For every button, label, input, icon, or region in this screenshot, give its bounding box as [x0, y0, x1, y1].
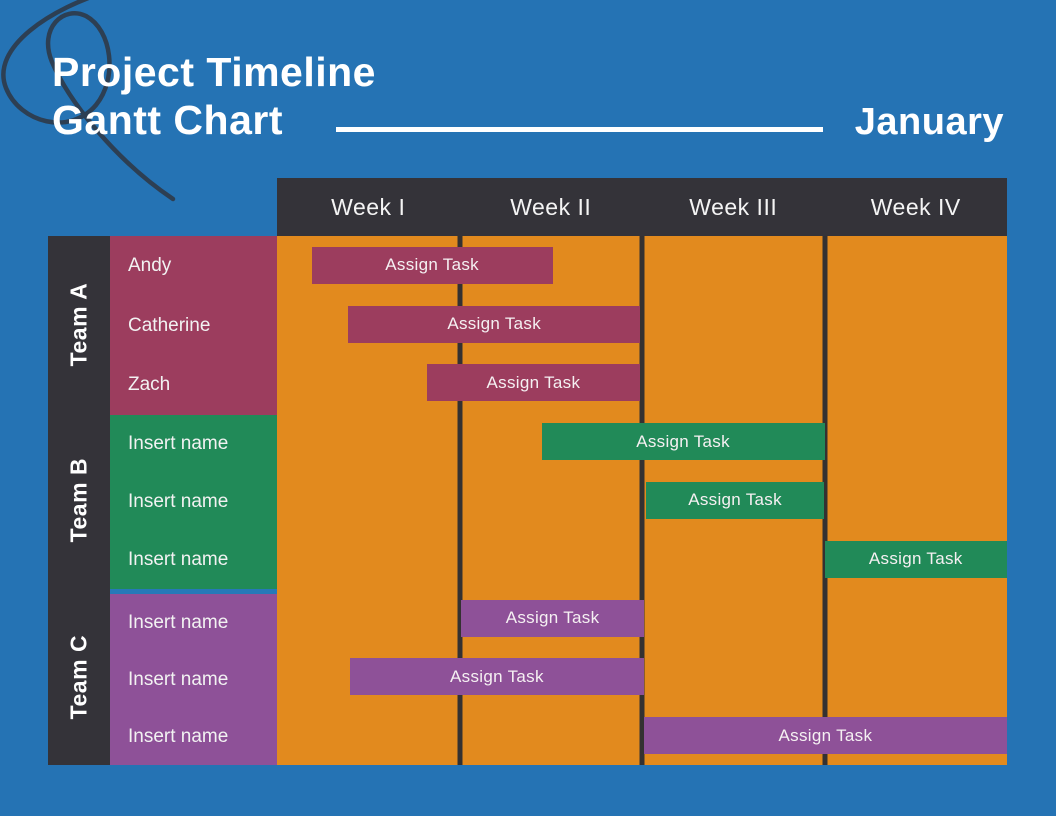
week-separator-line: [822, 236, 827, 765]
member-name[interactable]: Insert name: [128, 549, 229, 570]
week-column-header-3: Week III: [689, 193, 778, 220]
team-label-team-b: Team B: [65, 458, 92, 543]
task-bar[interactable]: Assign Task: [311, 246, 553, 284]
week-separator-line: [457, 236, 462, 765]
team-divider-strip: [110, 589, 277, 594]
title-divider-line: [336, 127, 823, 132]
title-line-2: Gantt Chart: [52, 97, 283, 143]
member-name[interactable]: Insert name: [128, 668, 229, 690]
page-title: Project Timeline Gantt Chart: [52, 48, 376, 144]
task-bar[interactable]: Assign Task: [541, 423, 825, 461]
member-name[interactable]: Insert name: [128, 491, 229, 512]
week-separator-line: [639, 236, 645, 765]
member-name[interactable]: Insert name: [128, 725, 229, 747]
task-bar[interactable]: Assign Task: [643, 717, 1007, 755]
week-column-header-1: Week I: [331, 193, 406, 220]
week-column-header-4: Week IV: [870, 193, 961, 220]
member-block-team-b: Insert name Insert name Insert name: [110, 415, 277, 589]
member-name[interactable]: Zach: [128, 374, 171, 396]
task-bar[interactable]: Assign Task: [461, 599, 644, 637]
gantt-row: Assign Task: [277, 589, 1007, 648]
team-sidebar: Team A Team B Team C: [48, 236, 110, 765]
gantt-row: Assign Task: [277, 706, 1007, 765]
member-name[interactable]: Insert name: [128, 433, 229, 454]
task-bar[interactable]: Assign Task: [824, 540, 1007, 578]
title-line-1: Project Timeline: [52, 49, 376, 95]
member-block-team-a: Andy Catherine Zach: [110, 236, 277, 415]
task-bar[interactable]: Assign Task: [348, 305, 641, 343]
gantt-chart-area: Assign Task Assign Task Assign Task Assign …: [277, 236, 1007, 765]
task-bar[interactable]: Assign Task: [426, 364, 641, 402]
member-name-column: Andy Catherine Zach Insert name Insert name I…: [110, 236, 277, 765]
gantt-row: Assign Task: [277, 354, 1007, 413]
week-column-header-2: Week II: [510, 193, 592, 220]
week-header-row: Week I Week II Week III Week IV: [277, 178, 1007, 236]
gantt-row: Assign Task: [277, 236, 1007, 295]
member-name[interactable]: Insert name: [128, 611, 229, 633]
gantt-row: Assign Task: [277, 471, 1007, 530]
task-bar[interactable]: Assign Task: [645, 481, 825, 519]
gantt-row: Assign Task: [277, 412, 1007, 471]
team-label-team-a: Team A: [65, 282, 92, 366]
period-label: January: [854, 101, 1004, 143]
member-block-team-c: Insert name Insert name Insert name: [110, 594, 277, 765]
gantt-row: Assign Task: [277, 647, 1007, 706]
member-name[interactable]: Andy: [128, 254, 172, 276]
gantt-row: Assign Task: [277, 530, 1007, 589]
task-bar[interactable]: Assign Task: [350, 658, 644, 696]
gantt-row: Assign Task: [277, 295, 1007, 354]
member-name[interactable]: Catherine: [128, 314, 211, 336]
team-label-team-c: Team C: [65, 634, 92, 720]
